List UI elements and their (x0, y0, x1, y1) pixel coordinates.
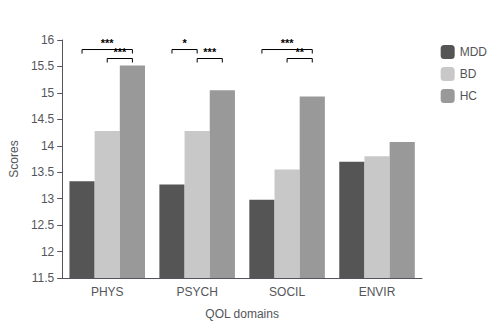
svg-text:HC: HC (460, 89, 478, 103)
svg-text:13.5: 13.5 (31, 165, 55, 179)
svg-text:SOCIL: SOCIL (269, 285, 305, 299)
svg-text:12: 12 (41, 245, 55, 259)
svg-text:BD: BD (460, 67, 477, 81)
svg-text:16: 16 (41, 33, 55, 47)
svg-text:***: *** (203, 46, 217, 58)
svg-text:14: 14 (41, 139, 55, 153)
svg-text:**: ** (295, 46, 304, 58)
svg-text:MDD: MDD (460, 45, 488, 59)
svg-text:11.5: 11.5 (32, 271, 55, 285)
svg-text:12.5: 12.5 (31, 218, 55, 232)
svg-text:14.5: 14.5 (31, 112, 55, 126)
svg-text:13: 13 (41, 192, 55, 206)
svg-text:QOL domains: QOL domains (205, 307, 279, 321)
svg-text:*: * (182, 37, 187, 49)
svg-text:***: *** (101, 37, 115, 49)
svg-text:PHYS: PHYS (91, 285, 124, 299)
svg-text:***: *** (281, 37, 295, 49)
svg-text:15: 15 (41, 86, 55, 100)
svg-text:Scores: Scores (7, 140, 21, 177)
svg-text:15.5: 15.5 (31, 59, 55, 73)
svg-text:ENVIR: ENVIR (359, 285, 396, 299)
svg-text:PSYCH: PSYCH (176, 285, 217, 299)
svg-text:***: *** (113, 46, 127, 58)
